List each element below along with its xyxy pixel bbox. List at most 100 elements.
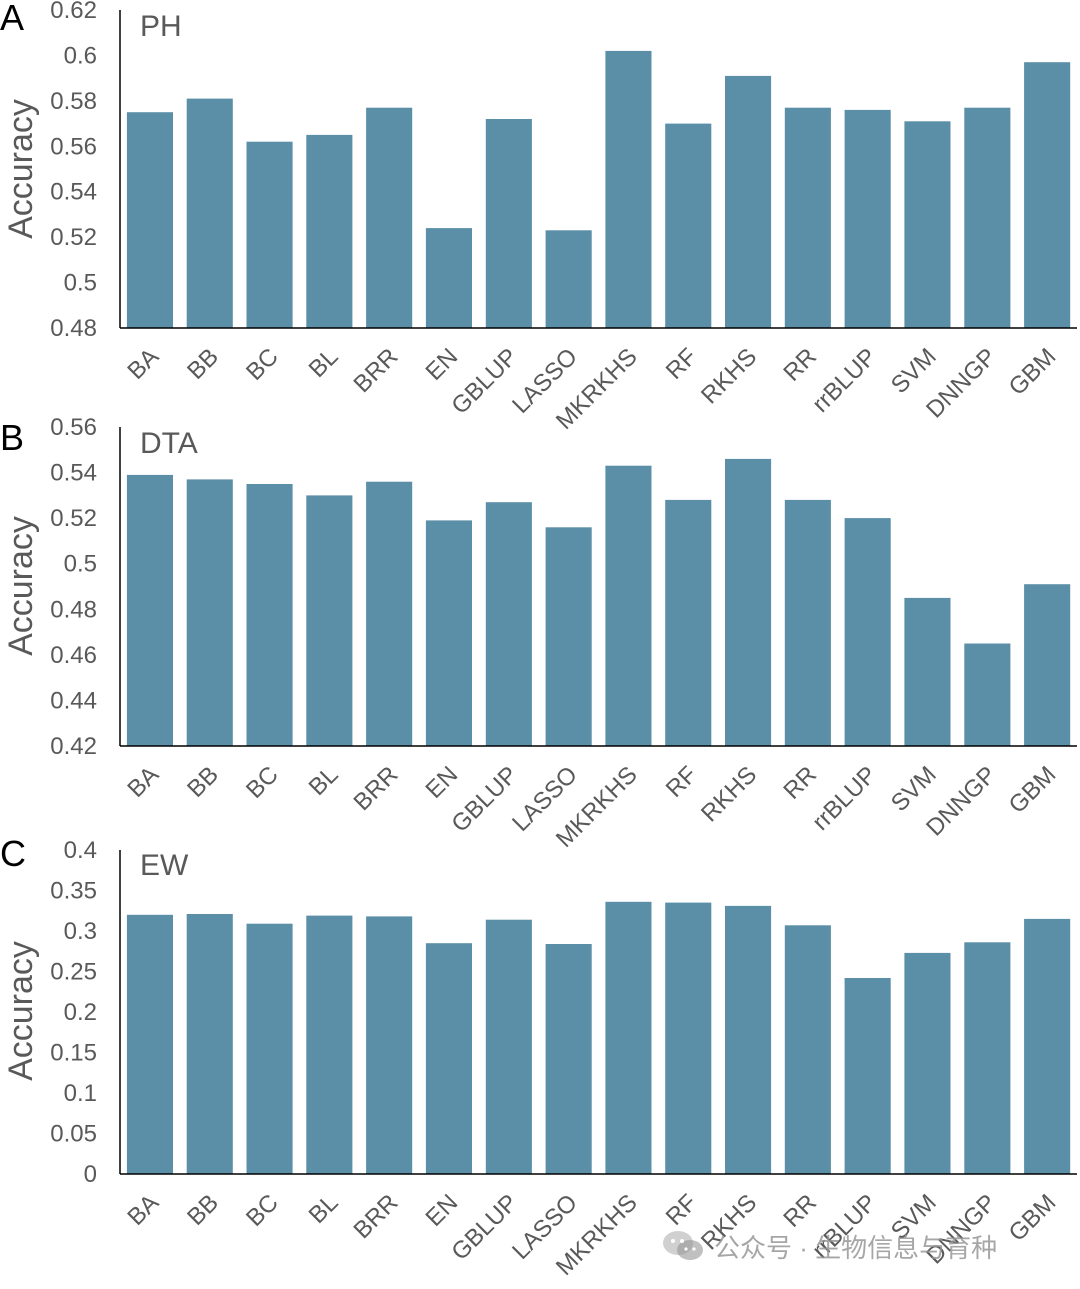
y-tick-label: 0.2 xyxy=(64,999,97,1026)
bar-BB xyxy=(186,98,233,328)
x-tick-label: GBLUP xyxy=(446,343,523,420)
y-tick-label: 0.3 xyxy=(64,918,97,945)
bar-MKRKHS xyxy=(605,901,652,1174)
x-tick-label: BA xyxy=(122,761,164,803)
bar-BC xyxy=(246,484,293,746)
y-tick-label: 0.25 xyxy=(50,959,97,986)
x-tick-label: GBLUP xyxy=(446,1189,523,1266)
x-tick-label: rrBLUP xyxy=(807,761,882,836)
x-tick-label: BRR xyxy=(349,1189,404,1244)
watermark: 公众号 · 生物信息与育种 xyxy=(660,1226,997,1266)
y-tick-label: 0.52 xyxy=(50,505,97,532)
x-tick-label: BL xyxy=(304,1189,344,1229)
y-axis-label: Accuracy xyxy=(2,516,40,656)
y-tick-label: 0.35 xyxy=(50,878,97,905)
x-tick-label: SVM xyxy=(886,761,942,817)
bar-RKHS xyxy=(725,75,772,329)
y-tick-label: 0.4 xyxy=(64,837,97,864)
bar-GBLUP xyxy=(485,502,532,746)
y-tick-label: 0.44 xyxy=(50,687,97,714)
panel-letter: C xyxy=(0,833,26,874)
bar-EN xyxy=(425,943,472,1174)
bar-BL xyxy=(306,915,353,1174)
y-tick-label: 0.54 xyxy=(50,179,97,206)
x-tick-label: BB xyxy=(182,1189,224,1231)
bar-RR xyxy=(784,499,831,746)
wechat-icon xyxy=(663,1231,703,1260)
x-tick-label: GBM xyxy=(1004,1189,1062,1247)
bar-BRR xyxy=(366,107,413,328)
bar-rrBLUP xyxy=(844,978,891,1174)
bar-RR xyxy=(784,925,831,1174)
bar-RR xyxy=(784,107,831,328)
chart-panel-B: B DTA Accuracy 0.42 0.44 0.46 0.48 0.5 0.52 0.54 0… xyxy=(0,414,1077,853)
x-tick-label: BC xyxy=(241,1189,284,1232)
bar-BB xyxy=(186,914,233,1174)
x-tick-label: RF xyxy=(661,343,703,385)
y-tick-label: 0.46 xyxy=(50,642,97,669)
x-tick-label: BB xyxy=(182,761,224,803)
y-tick-label: 0.6 xyxy=(64,42,97,69)
bar-GBM xyxy=(1024,918,1071,1174)
chart-panel-A: A PH Accuracy 0.48 0.5 0.52 0.54 0.56 0.58 0.6 0.6… xyxy=(0,0,1077,435)
bar-BL xyxy=(306,495,353,746)
x-tick-label: RF xyxy=(661,761,703,803)
y-axis-label: Accuracy xyxy=(2,941,40,1081)
x-tick-label: RR xyxy=(778,343,822,387)
bar-BL xyxy=(306,134,353,328)
watermark-text: 公众号 · 生物信息与育种 xyxy=(714,1232,998,1263)
bar-RKHS xyxy=(725,905,772,1174)
bar-SVM xyxy=(904,952,951,1174)
bar-RF xyxy=(665,902,712,1174)
y-tick-label: 0.48 xyxy=(50,315,97,342)
x-tick-label: GBLUP xyxy=(446,761,523,838)
x-tick-label: BB xyxy=(182,343,224,385)
x-tick-label: BL xyxy=(304,343,344,383)
bar-EN xyxy=(425,228,472,328)
y-tick-label: 0 xyxy=(84,1161,97,1188)
y-tick-label: 0.15 xyxy=(50,1040,97,1067)
chart-title: DTA xyxy=(140,427,198,460)
bar-BRR xyxy=(366,481,413,746)
bar-BA xyxy=(126,474,173,746)
bar-LASSO xyxy=(545,527,592,746)
x-tick-label: BA xyxy=(122,343,164,385)
bar-rrBLUP xyxy=(844,109,891,329)
y-tick-label: 0.42 xyxy=(50,733,97,760)
y-tick-label: 0.62 xyxy=(50,0,97,24)
bar-BA xyxy=(126,112,173,328)
bar-RF xyxy=(665,123,712,328)
x-tick-label: RKHS xyxy=(696,761,762,827)
bar-SVM xyxy=(904,597,951,746)
bar-rrBLUP xyxy=(844,518,891,746)
panel-letter: A xyxy=(0,0,24,38)
y-tick-label: 0.52 xyxy=(50,224,97,251)
x-tick-label: EN xyxy=(421,343,464,386)
y-tick-label: 0.56 xyxy=(50,414,97,441)
bar-MKRKHS xyxy=(605,465,652,746)
x-tick-label: BC xyxy=(241,343,284,386)
bar-LASSO xyxy=(545,944,592,1174)
y-tick-label: 0.56 xyxy=(50,133,97,160)
y-tick-label: 0.58 xyxy=(50,88,97,115)
bar-DNNGP xyxy=(964,643,1011,746)
x-tick-label: BRR xyxy=(349,761,404,816)
bar-SVM xyxy=(904,121,951,328)
x-tick-label: BA xyxy=(122,1189,164,1231)
panel-letter: B xyxy=(0,417,24,458)
bar-LASSO xyxy=(545,230,592,328)
bar-DNNGP xyxy=(964,942,1011,1174)
x-tick-label: EN xyxy=(421,761,464,804)
y-axis-label: Accuracy xyxy=(2,99,40,239)
chart-title: PH xyxy=(140,10,182,43)
x-tick-label: EN xyxy=(421,1189,464,1232)
bar-BRR xyxy=(366,916,413,1174)
x-tick-label: BL xyxy=(304,761,344,801)
bar-BC xyxy=(246,141,293,328)
x-tick-label: GBM xyxy=(1004,761,1062,819)
bar-BA xyxy=(126,914,173,1174)
x-tick-label: RR xyxy=(778,761,822,805)
bar-GBLUP xyxy=(485,119,532,328)
bar-MKRKHS xyxy=(605,50,652,329)
